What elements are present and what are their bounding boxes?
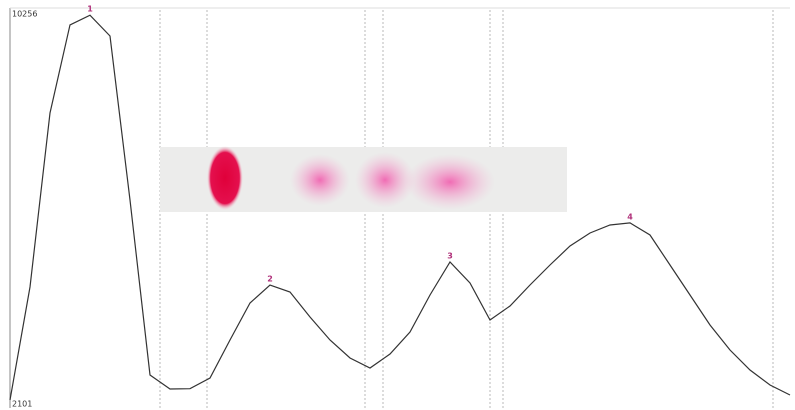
peak-label: 1	[87, 5, 93, 14]
peak-label: 3	[447, 251, 453, 260]
chart: 2101 10256 1 2 3 4	[0, 0, 795, 410]
gel-strip	[160, 146, 567, 212]
peak-label: 4	[627, 212, 633, 221]
peak-label: 2	[267, 274, 273, 283]
y-tick-label: 2101	[12, 400, 32, 409]
y-tick-label: 10256	[12, 10, 37, 19]
